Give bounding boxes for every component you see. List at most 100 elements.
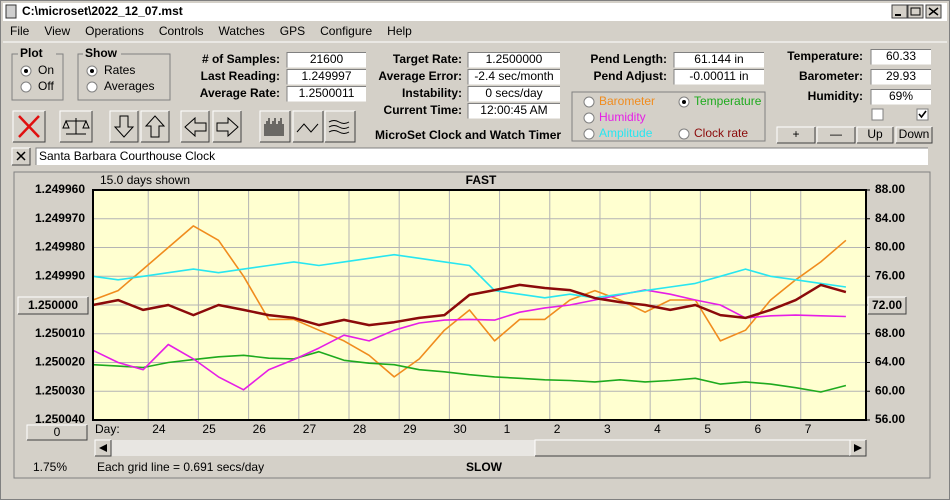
slow-label: SLOW [466, 460, 503, 474]
day-axis-label: Day: [95, 422, 120, 436]
button-label: + [792, 127, 799, 141]
tool-button[interactable] [293, 111, 323, 142]
menu-item[interactable]: Watches [219, 24, 265, 38]
field-box [468, 86, 560, 102]
button-shadow [110, 111, 139, 143]
fast-label: FAST [466, 173, 497, 187]
field-shadow [286, 86, 366, 102]
clock-name[interactable]: Santa Barbara Courthouse Clock [39, 149, 216, 163]
field-box [871, 49, 931, 65]
field-box [674, 69, 764, 85]
field-box [287, 69, 366, 85]
menu-item[interactable]: View [44, 24, 70, 38]
legend-label: Amplitude [599, 126, 653, 140]
window-title: C:\microset\2022_12_07.mst [22, 4, 183, 18]
percent-label: 1.75% [33, 460, 67, 474]
icon-up [144, 115, 166, 138]
field-label: Average Error: [378, 69, 462, 83]
field-box [871, 89, 931, 105]
env-button[interactable] [857, 127, 893, 143]
y-tick-label: 1.250040 [35, 412, 85, 426]
app-icon [5, 4, 17, 19]
button-shadow [293, 111, 324, 143]
field-label: Pend Length: [590, 52, 667, 66]
button-label: 1.250000 [28, 298, 78, 312]
legend-radio[interactable] [583, 112, 595, 124]
button-highlight [867, 296, 906, 314]
scroll-thumb[interactable] [535, 440, 850, 456]
legend-label: Clock rate [694, 126, 748, 140]
field-shadow [467, 86, 560, 102]
day-label: 26 [253, 422, 267, 436]
menu-item[interactable]: Controls [159, 24, 204, 38]
icon-wave [296, 123, 319, 133]
menu-item[interactable]: Operations [85, 24, 144, 38]
y-tick-label: 1.249960 [35, 182, 85, 196]
field-box [287, 52, 366, 68]
radio-dot [24, 69, 28, 73]
tool-button[interactable] [213, 111, 241, 142]
button-highlight [140, 110, 169, 142]
center-rate-button[interactable] [18, 297, 88, 314]
field-value: 21600 [310, 52, 344, 66]
y-tick-label: 1.250020 [35, 355, 85, 369]
field-label: # of Samples: [202, 52, 280, 66]
button-shadow [27, 425, 88, 441]
day-label: 27 [303, 422, 317, 436]
button-shadow [817, 127, 856, 144]
group-box [77, 53, 171, 101]
y-tick-label: 1.249980 [35, 240, 85, 254]
plot-radio[interactable] [20, 81, 32, 93]
y2-tick-label: 84.00 [875, 211, 905, 225]
day-label: 4 [654, 422, 661, 436]
field-value: 60.33 [886, 49, 916, 63]
env-button[interactable] [896, 127, 932, 143]
legend-radio[interactable] [583, 128, 595, 140]
group-title: Plot [20, 46, 43, 60]
offset-button[interactable] [27, 425, 87, 440]
day-label: 28 [353, 422, 367, 436]
app-name: MicroSet Clock and Watch Timer [375, 128, 561, 142]
legend-radio[interactable] [678, 128, 690, 140]
y2-tick-label: 76.00 [875, 268, 905, 282]
menu-item[interactable]: Help [387, 24, 412, 38]
minimize-button[interactable] [891, 4, 908, 19]
button-highlight [856, 126, 893, 143]
checkbox[interactable] [871, 108, 884, 121]
env-button[interactable] [777, 127, 815, 143]
day-label: 2 [554, 422, 561, 436]
legend-label: Temperature [694, 94, 762, 108]
field-shadow [870, 49, 931, 65]
env-button[interactable] [817, 127, 855, 143]
button-shadow [325, 111, 356, 143]
y2-tick-label: 80.00 [875, 240, 905, 254]
field-value: 1.249997 [301, 69, 351, 83]
window-controls[interactable] [891, 4, 942, 19]
show-radio[interactable] [86, 81, 98, 93]
legend-radio[interactable] [583, 96, 595, 108]
button-highlight [180, 110, 209, 142]
button-highlight [12, 110, 45, 142]
center-temp-button[interactable] [868, 297, 906, 314]
series-line [92, 253, 847, 299]
maximize-button[interactable] [907, 4, 924, 19]
arrow [854, 444, 862, 452]
day-label: 3 [604, 422, 611, 436]
button-highlight [26, 424, 87, 440]
menu-item[interactable]: GPS [280, 24, 305, 38]
legend-box [571, 91, 766, 142]
button-highlight [776, 126, 815, 143]
field-label: Last Reading: [201, 69, 280, 83]
field-label: Average Rate: [200, 86, 280, 100]
button-shadow [850, 440, 867, 457]
y2-tick-label: 56.00 [875, 412, 905, 426]
button-shadow [896, 127, 933, 144]
menu-item[interactable]: Configure [320, 24, 372, 38]
series-line [92, 289, 846, 391]
field-label: Barometer: [799, 69, 863, 83]
close-glyph [928, 7, 939, 16]
field-box [468, 103, 560, 119]
field-shadow [673, 69, 764, 85]
menu-item[interactable]: File [10, 24, 30, 38]
